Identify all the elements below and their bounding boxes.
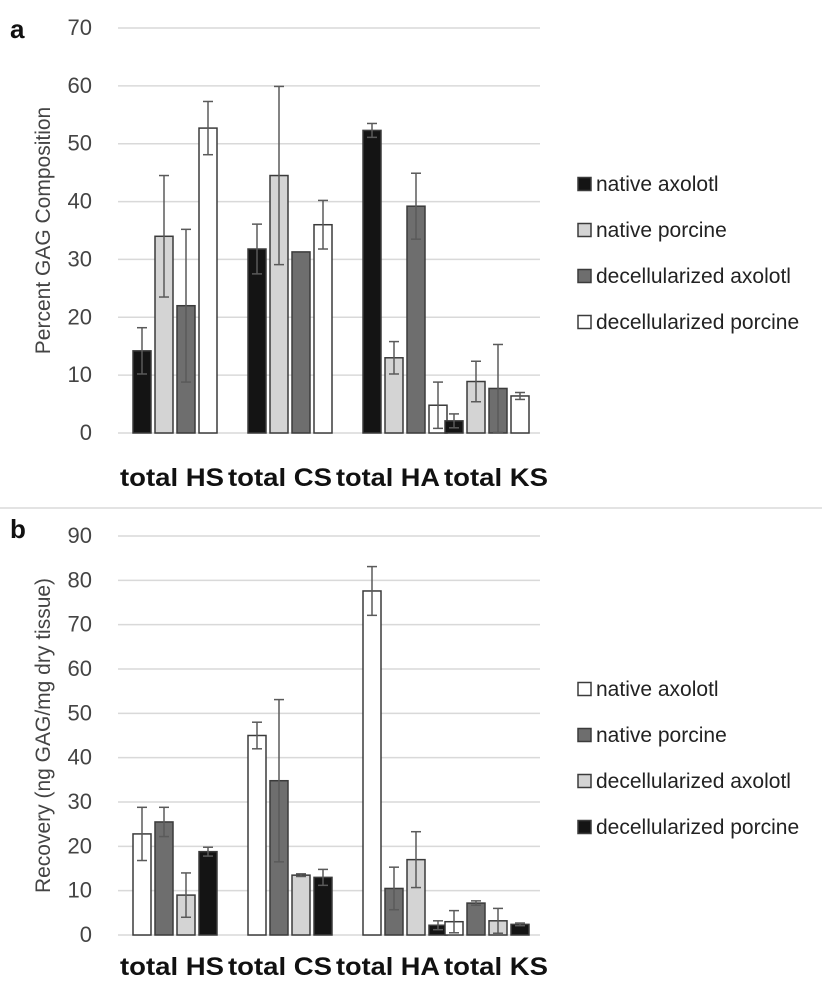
y-tick-label: 60 [68,73,92,98]
y-tick-label: 20 [68,304,92,329]
legend-label: native axolotl [596,173,719,196]
legend-swatch [577,681,592,697]
y-tick-label: 0 [80,420,92,445]
legend-swatch [577,176,592,192]
legend-swatch [577,314,592,330]
panel-b: b 0 10 20 30 40 50 60 70 80 90 Recovery (ng GAG/mg … [10,514,799,981]
legend-label: decellularized axolotl [596,770,791,793]
y-tick-label: 10 [68,362,92,387]
bar [466,902,486,936]
legend-swatch [577,268,592,284]
y-tick-label: 40 [68,745,92,770]
category-label: total CS [228,464,332,492]
category-label: total HS [120,464,224,492]
legend-label: decellularized porcine [596,816,799,839]
bar [362,590,382,936]
legend-label: native axolotl [596,678,719,701]
bar [313,223,333,434]
y-axis-title: Percent GAG Composition [32,107,55,354]
panel-a: a 0 10 20 30 40 50 60 70 Percent GAG Composition t… [10,14,799,492]
legend-swatch [577,222,592,238]
y-tick-label: 0 [80,922,92,947]
y-axis-title: Recovery (ng GAG/mg dry tissue) [32,578,55,893]
category-label: total KS [444,953,548,981]
y-tick-label: 10 [68,878,92,903]
bar [198,850,218,936]
y-tick-label: 30 [68,246,92,271]
y-tick-label: 30 [68,789,92,814]
bar [247,248,267,434]
legend: native axolotl native porcine decellulariz… [577,678,799,839]
bar [198,127,218,434]
legend-label: native porcine [596,724,727,747]
legend-swatch [577,727,592,743]
legend-swatch [577,819,592,835]
bar [154,821,174,936]
bar [291,251,311,434]
y-tick-label: 70 [68,612,92,637]
legend-swatch [577,773,592,789]
category-label: total HA [336,464,440,492]
category-label: total HS [120,953,224,981]
y-tick-label: 50 [68,131,92,156]
category-label: total KS [444,464,548,492]
bar [247,734,267,936]
y-tick-label: 70 [68,15,92,40]
bar [406,205,426,434]
y-tick-label: 60 [68,656,92,681]
y-tick-label: 20 [68,833,92,858]
legend-label: decellularized axolotl [596,265,791,288]
category-label: total HA [336,953,440,981]
panel-letter: b [10,514,26,544]
legend: native axolotl native porcine decellulariz… [577,173,799,334]
y-tick-label: 80 [68,567,92,592]
panel-letter: a [10,14,25,44]
bar [291,874,311,936]
y-tick-label: 50 [68,700,92,725]
y-tick-label: 40 [68,189,92,214]
y-tick-label: 90 [68,523,92,548]
bar [362,129,382,434]
legend-label: decellularized porcine [596,311,799,334]
legend-label: native porcine [596,219,727,242]
category-label: total CS [228,953,332,981]
bar [510,395,530,434]
